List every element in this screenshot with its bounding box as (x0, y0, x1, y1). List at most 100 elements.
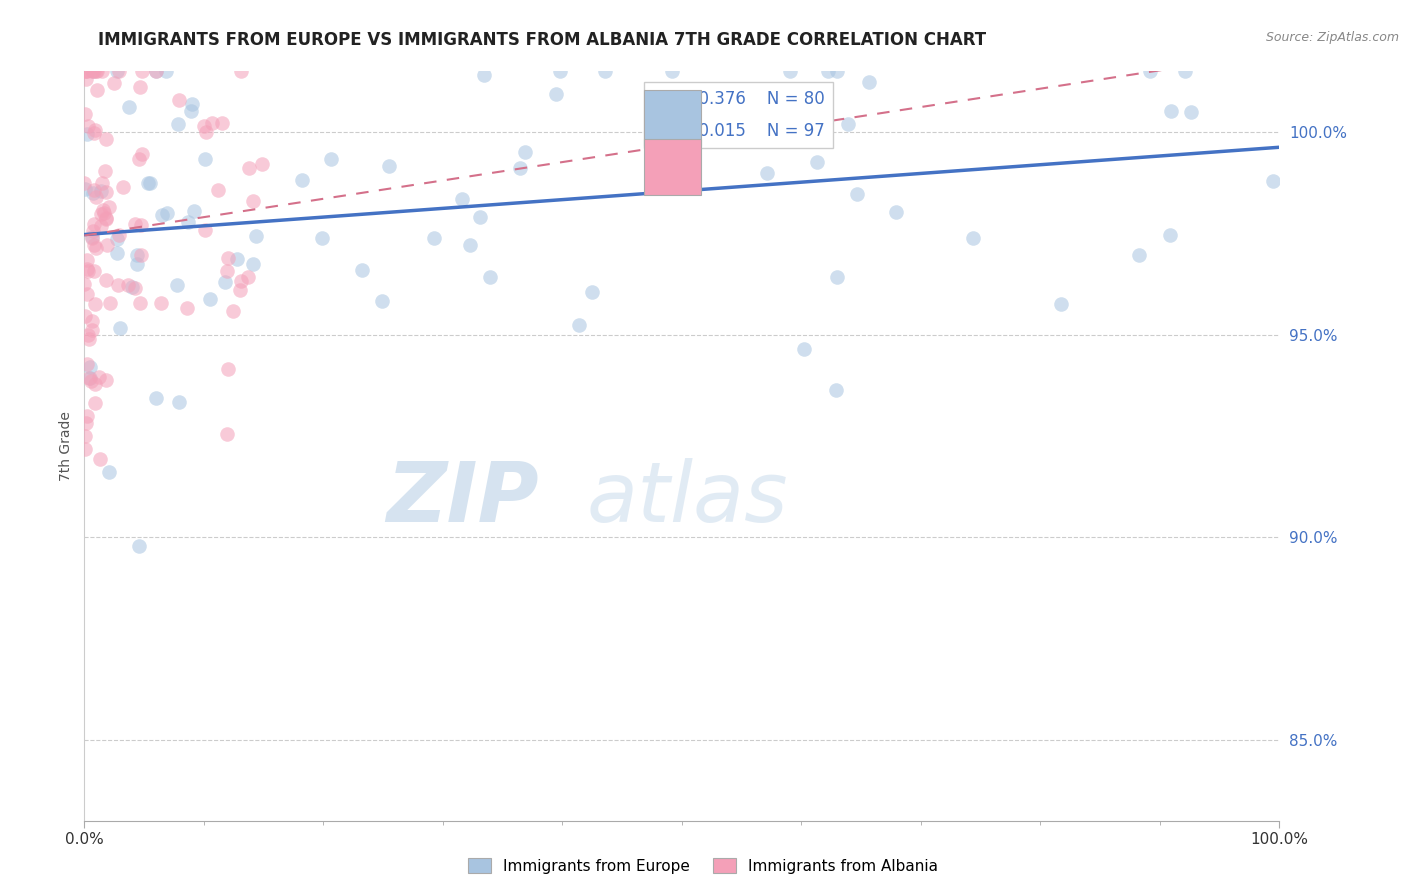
Point (806, 155, 828, 169)
Point (98, 295, 121, 310)
Point (546, 87, 568, 101)
Point (513, 145, 536, 159)
Point (94, 373, 117, 387)
Point (83, 264, 105, 278)
Point (817, 64, 839, 78)
Point (84, 190, 107, 204)
Point (129, 296, 152, 310)
FancyBboxPatch shape (644, 139, 702, 195)
Point (149, 296, 172, 310)
Point (90, 185, 112, 199)
Point (825, 383, 848, 397)
Point (128, 80, 150, 95)
Point (225, 252, 247, 267)
Point (96, 273, 118, 287)
Point (105, 64, 128, 78)
Point (83, 183, 105, 197)
Point (858, 75, 880, 89)
Point (76, 253, 98, 268)
Point (139, 176, 162, 190)
Point (793, 342, 815, 356)
Point (217, 362, 239, 376)
Point (193, 119, 215, 133)
Point (242, 194, 264, 208)
Point (75, 107, 97, 121)
Point (94, 163, 117, 178)
Point (825, 64, 848, 78)
Point (181, 96, 204, 111)
Point (183, 204, 205, 219)
Point (75, 416, 97, 430)
Point (837, 117, 859, 131)
Y-axis label: 7th Grade: 7th Grade (59, 411, 73, 481)
Point (83, 217, 105, 231)
Point (581, 285, 603, 300)
Point (242, 257, 264, 271)
Point (131, 64, 153, 78)
Point (238, 161, 260, 175)
Point (98, 466, 121, 480)
Point (77, 327, 100, 342)
Point (84, 241, 107, 255)
Point (194, 223, 217, 237)
Point (138, 176, 160, 190)
Text: Source: ZipAtlas.com: Source: ZipAtlas.com (1265, 31, 1399, 45)
Point (77, 371, 100, 385)
Point (211, 116, 233, 130)
Point (252, 157, 274, 171)
Point (156, 206, 179, 220)
Point (550, 64, 572, 78)
Point (93, 206, 115, 220)
Point (83, 238, 105, 252)
Point (80, 374, 103, 388)
Point (779, 64, 801, 78)
Point (595, 64, 617, 78)
Point (128, 539, 150, 553)
Point (96, 211, 118, 226)
Text: R = 0.376    N = 80
  R = 0.015    N = 97: R = 0.376 N = 80 R = 0.015 N = 97 (652, 90, 825, 140)
Point (962, 231, 984, 245)
Point (80, 230, 103, 244)
Point (155, 64, 177, 78)
Point (103, 76, 125, 90)
Point (229, 274, 252, 288)
Point (128, 152, 150, 166)
Point (221, 304, 243, 318)
Point (111, 179, 134, 194)
Point (75, 71, 97, 86)
Point (1263, 174, 1285, 188)
Point (124, 218, 146, 232)
Point (450, 192, 472, 206)
Point (1050, 297, 1073, 311)
Point (291, 172, 314, 186)
Point (1160, 103, 1182, 118)
Point (75, 64, 97, 78)
Point (177, 215, 200, 229)
Point (108, 321, 131, 335)
Point (1139, 64, 1161, 78)
Point (73, 176, 96, 190)
Point (319, 153, 342, 167)
Point (145, 64, 167, 78)
Point (214, 275, 236, 289)
Point (84, 64, 107, 78)
Point (96, 132, 118, 146)
Point (86, 64, 108, 78)
Point (117, 100, 139, 114)
Point (886, 205, 908, 219)
Point (125, 257, 148, 271)
Point (1128, 248, 1150, 262)
Point (76, 287, 98, 301)
Point (91, 202, 114, 217)
Point (76, 262, 98, 277)
Point (229, 64, 252, 78)
Point (83, 376, 105, 391)
Point (94, 186, 117, 200)
Point (79, 371, 101, 385)
Text: IMMIGRANTS FROM EUROPE VS IMMIGRANTS FROM ALBANIA 7TH GRADE CORRELATION CHART: IMMIGRANTS FROM EUROPE VS IMMIGRANTS FRO… (98, 31, 987, 49)
Point (75, 442, 97, 456)
Point (80, 314, 103, 328)
Point (83, 64, 105, 78)
Point (105, 245, 128, 260)
Point (75, 64, 97, 78)
